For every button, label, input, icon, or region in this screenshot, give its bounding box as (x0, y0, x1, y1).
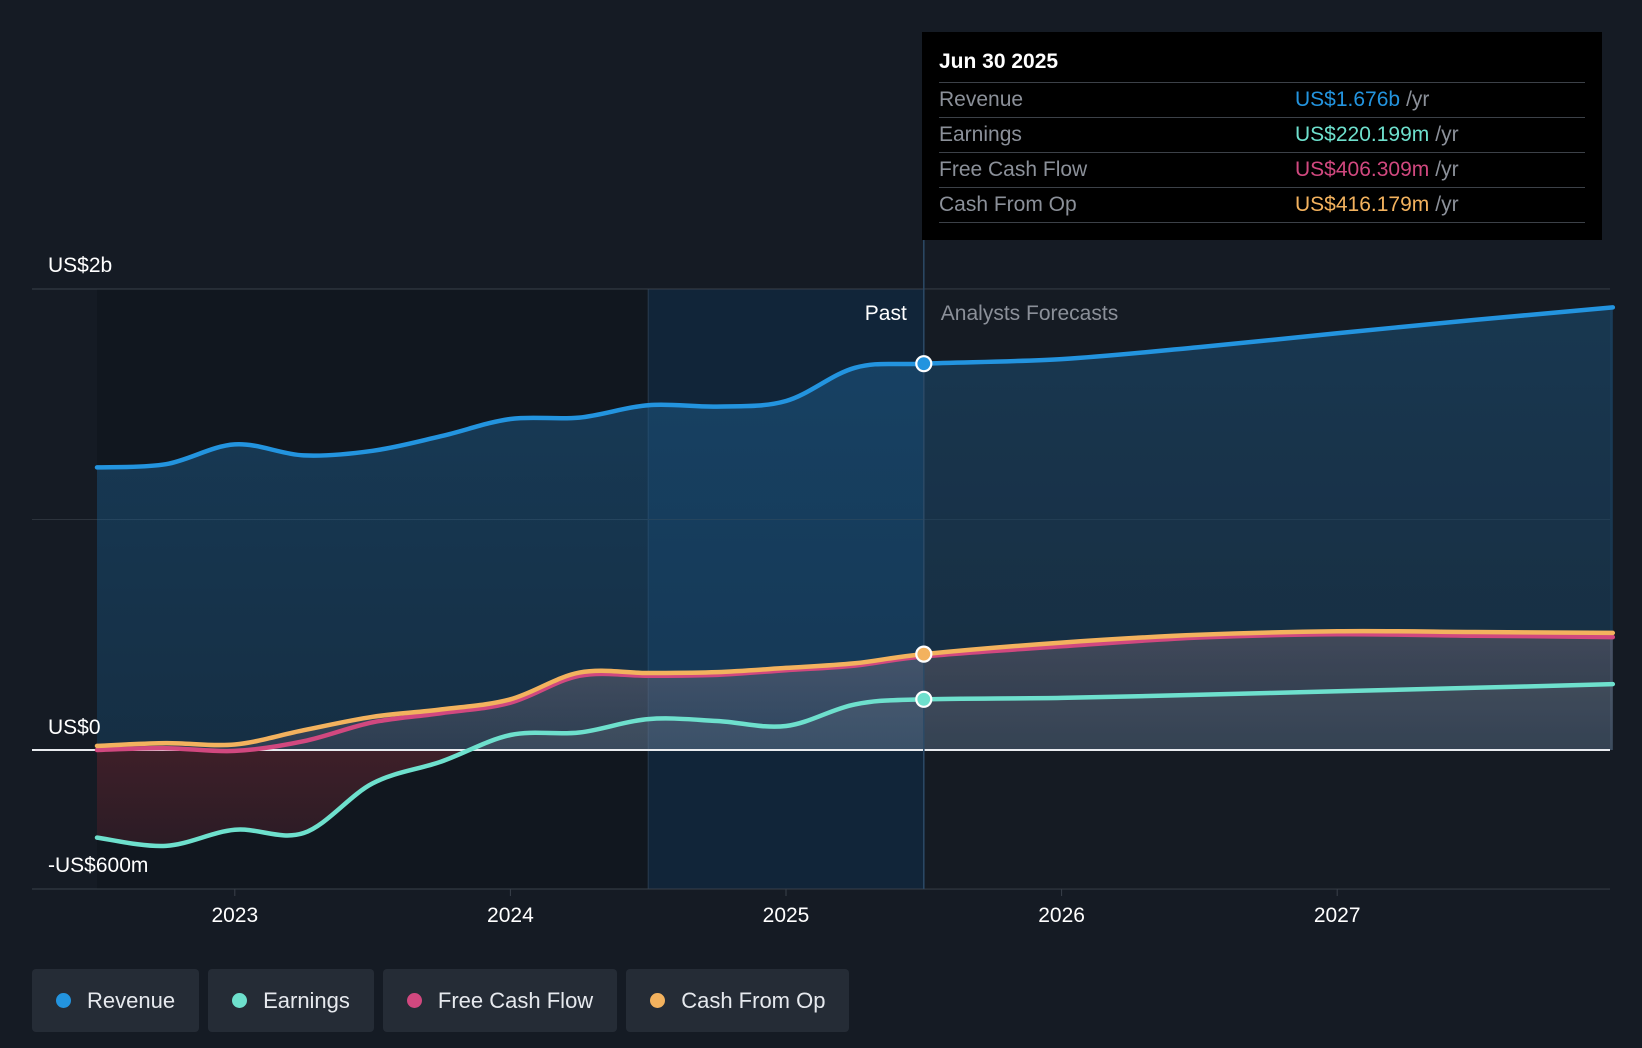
legend-item-revenue[interactable]: Revenue (32, 969, 200, 1032)
cash-from-op-area (97, 631, 1613, 750)
data-tooltip: Jun 30 2025 Revenue US$1.676b /yr Earnin… (922, 32, 1602, 240)
x-tick-label: 2026 (1038, 904, 1085, 927)
forecast-label: Analysts Forecasts (941, 302, 1118, 325)
earnings-area (97, 684, 1613, 750)
series-line-earnings (94, 681, 1616, 849)
legend-label: Revenue (87, 987, 176, 1013)
tooltip-label: Cash From Op (939, 193, 1077, 216)
tooltip-label: Revenue (939, 88, 1024, 111)
chart-legend: Revenue Earnings Free Cash Flow Cash Fro… (32, 969, 850, 1032)
legend-label: Cash From Op (681, 987, 826, 1013)
tooltip-value: US$220.199m (1295, 123, 1430, 146)
legend-dot-icon (650, 993, 666, 1008)
tooltip-row-free-cash-flow: Free Cash Flow US$406.309m /yr (939, 153, 1585, 188)
series-line-cash-from-op (94, 628, 1616, 749)
y-tick-label: -US$600m (48, 854, 148, 877)
forecast-region (923, 289, 1610, 889)
legend-dot-icon (406, 993, 422, 1008)
current-point-earnings (915, 690, 933, 708)
current-point-cash-from-op (915, 645, 933, 663)
y-tick-label: US$2b (48, 254, 112, 277)
past-label: Past (865, 302, 907, 325)
tooltip-value: US$416.179m (1295, 193, 1430, 216)
x-tick-label: 2025 (763, 904, 810, 927)
legend-dot-icon (56, 993, 71, 1008)
legend-item-cash-from-op[interactable]: Cash From Op (626, 969, 850, 1032)
tooltip-date: Jun 30 2025 (939, 46, 1585, 83)
x-tick-label: 2024 (487, 904, 534, 927)
legend-dot-icon (232, 993, 248, 1008)
tooltip-label: Earnings (939, 123, 1022, 146)
series-line-free-cash-flow (94, 632, 1616, 754)
tooltip-value: US$406.309m (1295, 158, 1430, 181)
legend-label: Earnings (263, 987, 350, 1013)
tooltip-row-cash-from-op: Cash From Op US$416.179m /yr (939, 188, 1585, 223)
tooltip-unit: /yr (1406, 88, 1430, 111)
legend-item-free-cash-flow[interactable]: Free Cash Flow (382, 969, 618, 1032)
x-tick-label: 2023 (211, 904, 258, 927)
tooltip-row-earnings: Earnings US$220.199m /yr (939, 118, 1585, 153)
earnings-negative-area (97, 750, 1613, 847)
tooltip-unit: /yr (1435, 193, 1459, 216)
tooltip-unit: /yr (1435, 158, 1459, 181)
tooltip-row-revenue: Revenue US$1.676b /yr (939, 83, 1585, 118)
y-tick-label: US$0 (48, 716, 101, 739)
tooltip-label: Free Cash Flow (939, 158, 1088, 181)
tooltip-value: US$1.676b (1295, 88, 1401, 111)
current-point-revenue (915, 355, 933, 373)
x-tick-label: 2027 (1314, 904, 1361, 927)
tooltip-unit: /yr (1435, 123, 1459, 146)
series-line-revenue (94, 305, 1616, 470)
legend-item-earnings[interactable]: Earnings (208, 969, 374, 1032)
legend-label: Free Cash Flow (437, 987, 594, 1013)
